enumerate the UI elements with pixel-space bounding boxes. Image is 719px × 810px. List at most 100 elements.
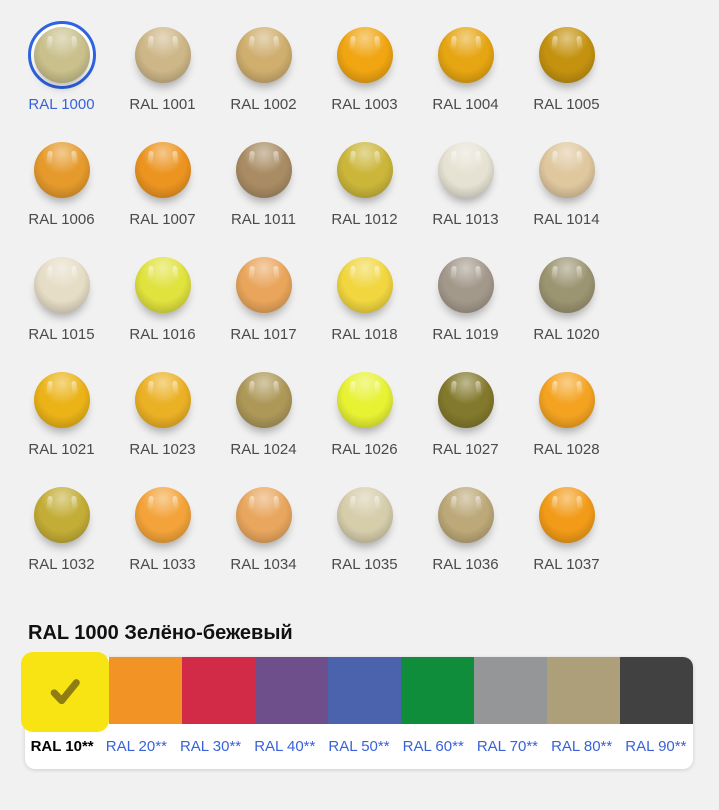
color-sphere[interactable]	[336, 27, 393, 83]
ral-code-label[interactable]: RAL 1015	[28, 326, 95, 343]
ral-color-item[interactable]: RAL 1005	[516, 21, 617, 136]
ral-color-item[interactable]: RAL 1016	[112, 251, 213, 366]
category-label[interactable]: RAL 60**	[402, 738, 464, 755]
category-label[interactable]: RAL 40**	[254, 738, 316, 755]
ral-code-label[interactable]: RAL 1012	[331, 211, 398, 228]
ral-color-item[interactable]: RAL 1032	[11, 481, 112, 596]
color-sphere[interactable]	[538, 257, 595, 313]
ral-code-label[interactable]: RAL 1005	[533, 96, 600, 113]
ral-color-item[interactable]: RAL 1026	[314, 366, 415, 481]
category-swatch-ral50[interactable]	[328, 657, 401, 724]
color-sphere[interactable]	[437, 372, 494, 428]
ral-color-item[interactable]: RAL 1037	[516, 481, 617, 596]
ral-code-label[interactable]: RAL 1027	[432, 441, 499, 458]
color-sphere[interactable]	[437, 142, 494, 198]
ral-code-label[interactable]: RAL 1018	[331, 326, 398, 343]
ral-code-label[interactable]: RAL 1014	[533, 211, 600, 228]
ral-color-item[interactable]: RAL 1013	[415, 136, 516, 251]
ral-color-item[interactable]: RAL 1017	[213, 251, 314, 366]
category-label[interactable]: RAL 70**	[476, 738, 538, 755]
ral-color-item[interactable]: RAL 1027	[415, 366, 516, 481]
category-label[interactable]: RAL 80**	[551, 738, 613, 755]
color-sphere[interactable]	[336, 142, 393, 198]
ral-color-item[interactable]: RAL 1035	[314, 481, 415, 596]
ral-code-label[interactable]: RAL 1001	[129, 96, 196, 113]
category-swatch-ral80[interactable]	[547, 657, 620, 724]
color-sphere[interactable]	[336, 257, 393, 313]
color-sphere[interactable]	[437, 487, 494, 543]
ral-color-item[interactable]: RAL 1011	[213, 136, 314, 251]
ral-code-label[interactable]: RAL 1007	[129, 211, 196, 228]
color-sphere[interactable]	[134, 372, 191, 428]
color-sphere[interactable]	[437, 257, 494, 313]
color-sphere[interactable]	[538, 372, 595, 428]
color-sphere[interactable]	[538, 487, 595, 543]
color-sphere[interactable]	[33, 27, 90, 83]
color-sphere[interactable]	[134, 142, 191, 198]
color-sphere[interactable]	[235, 487, 292, 543]
ral-color-item[interactable]: RAL 1000	[11, 21, 112, 136]
category-swatch-ral70[interactable]	[474, 657, 547, 724]
category-swatch-ral20[interactable]	[109, 657, 182, 724]
category-label[interactable]: RAL 10**	[30, 738, 94, 755]
ral-code-label[interactable]: RAL 1006	[28, 211, 95, 228]
ral-code-label[interactable]: RAL 1021	[28, 441, 95, 458]
category-swatch-ral60[interactable]	[401, 657, 474, 724]
color-sphere[interactable]	[33, 372, 90, 428]
category-swatch-ral40[interactable]	[255, 657, 328, 724]
color-sphere[interactable]	[134, 27, 191, 83]
ral-color-item[interactable]: RAL 1007	[112, 136, 213, 251]
ral-code-label[interactable]: RAL 1024	[230, 441, 297, 458]
ral-code-label[interactable]: RAL 1013	[432, 211, 499, 228]
ral-code-label[interactable]: RAL 1036	[432, 556, 499, 573]
ral-code-label[interactable]: RAL 1019	[432, 326, 499, 343]
ral-color-item[interactable]: RAL 1015	[11, 251, 112, 366]
category-swatch-ral30[interactable]	[182, 657, 255, 724]
ral-color-item[interactable]: RAL 1021	[11, 366, 112, 481]
category-label[interactable]: RAL 50**	[328, 738, 390, 755]
ral-color-item[interactable]: RAL 1014	[516, 136, 617, 251]
category-label[interactable]: RAL 20**	[105, 738, 167, 755]
ral-code-label[interactable]: RAL 1003	[331, 96, 398, 113]
ral-color-item[interactable]: RAL 1001	[112, 21, 213, 136]
color-sphere[interactable]	[538, 142, 595, 198]
ral-color-item[interactable]: RAL 1036	[415, 481, 516, 596]
color-sphere[interactable]	[33, 142, 90, 198]
ral-color-item[interactable]: RAL 1004	[415, 21, 516, 136]
ral-code-label[interactable]: RAL 1032	[28, 556, 95, 573]
ral-code-label[interactable]: RAL 1004	[432, 96, 499, 113]
ral-color-item[interactable]: RAL 1019	[415, 251, 516, 366]
color-sphere[interactable]	[235, 257, 292, 313]
category-swatch-ral90[interactable]	[620, 657, 693, 724]
ral-color-item[interactable]: RAL 1028	[516, 366, 617, 481]
color-sphere[interactable]	[538, 27, 595, 83]
ral-code-label[interactable]: RAL 1002	[230, 96, 297, 113]
ral-color-item[interactable]: RAL 1003	[314, 21, 415, 136]
color-sphere[interactable]	[235, 27, 292, 83]
ral-color-item[interactable]: RAL 1024	[213, 366, 314, 481]
ral-code-label[interactable]: RAL 1035	[331, 556, 398, 573]
category-swatch-ral10[interactable]	[21, 652, 109, 732]
ral-color-item[interactable]: RAL 1002	[213, 21, 314, 136]
color-sphere[interactable]	[33, 257, 90, 313]
ral-color-item[interactable]: RAL 1006	[11, 136, 112, 251]
category-label[interactable]: RAL 30**	[179, 738, 242, 755]
ral-code-label[interactable]: RAL 1017	[230, 326, 297, 343]
ral-code-label[interactable]: RAL 1037	[533, 556, 600, 573]
color-sphere[interactable]	[134, 487, 191, 543]
ral-code-label[interactable]: RAL 1026	[331, 441, 398, 458]
ral-code-label[interactable]: RAL 1023	[129, 441, 196, 458]
ral-color-item[interactable]: RAL 1034	[213, 481, 314, 596]
ral-code-label[interactable]: RAL 1033	[129, 556, 196, 573]
color-sphere[interactable]	[134, 257, 191, 313]
ral-code-label[interactable]: RAL 1011	[230, 211, 297, 228]
ral-code-label[interactable]: RAL 1016	[129, 326, 196, 343]
ral-color-item[interactable]: RAL 1033	[112, 481, 213, 596]
color-sphere[interactable]	[235, 142, 292, 198]
color-sphere[interactable]	[437, 27, 494, 83]
color-sphere[interactable]	[235, 372, 292, 428]
ral-code-label[interactable]: RAL 1034	[230, 556, 297, 573]
color-sphere[interactable]	[336, 372, 393, 428]
color-sphere[interactable]	[33, 487, 90, 543]
color-sphere[interactable]	[336, 487, 393, 543]
